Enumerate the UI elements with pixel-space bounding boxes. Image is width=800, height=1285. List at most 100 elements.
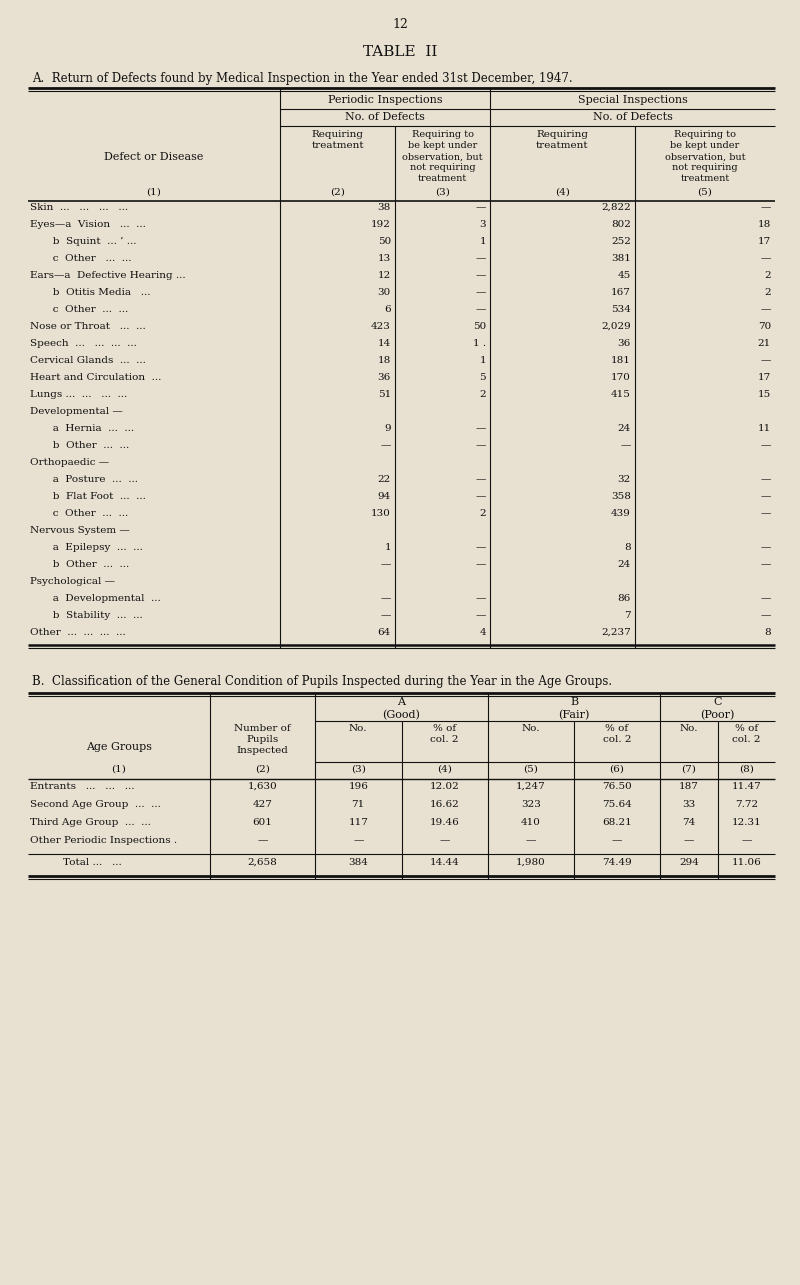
Text: (3): (3) xyxy=(435,188,450,197)
Text: 8: 8 xyxy=(764,628,771,637)
Text: 2: 2 xyxy=(764,288,771,297)
Text: 71: 71 xyxy=(352,801,365,810)
Text: 21: 21 xyxy=(758,339,771,348)
Text: —: — xyxy=(381,441,391,450)
Text: 38: 38 xyxy=(378,203,391,212)
Text: 323: 323 xyxy=(521,801,541,810)
Text: 2,237: 2,237 xyxy=(602,628,631,637)
Text: 170: 170 xyxy=(611,373,631,382)
Text: % of
col. 2: % of col. 2 xyxy=(602,723,631,744)
Text: Nose or Throat   ...  ...: Nose or Throat ... ... xyxy=(30,323,146,332)
Text: —: — xyxy=(258,837,268,846)
Text: —: — xyxy=(761,356,771,365)
Text: 294: 294 xyxy=(679,858,698,867)
Text: —: — xyxy=(381,594,391,603)
Text: Number of
Pupils
Inspected: Number of Pupils Inspected xyxy=(234,723,291,756)
Text: —: — xyxy=(761,475,771,484)
Text: 8: 8 xyxy=(624,544,631,553)
Text: —: — xyxy=(476,492,486,501)
Text: 2,658: 2,658 xyxy=(248,858,278,867)
Text: b  Squint  ... ’ ...: b Squint ... ’ ... xyxy=(30,236,137,245)
Text: 70: 70 xyxy=(758,323,771,332)
Text: No. of Defects: No. of Defects xyxy=(593,112,673,122)
Text: —: — xyxy=(381,560,391,569)
Text: Ears—a  Defective Hearing ...: Ears—a Defective Hearing ... xyxy=(30,271,186,280)
Text: 12.02: 12.02 xyxy=(430,783,460,792)
Text: Third Age Group  ...  ...: Third Age Group ... ... xyxy=(30,819,151,828)
Text: Cervical Glands  ...  ...: Cervical Glands ... ... xyxy=(30,356,146,365)
Text: Periodic Inspections: Periodic Inspections xyxy=(328,95,442,105)
Text: b  Other  ...  ...: b Other ... ... xyxy=(30,441,130,450)
Text: 2: 2 xyxy=(764,271,771,280)
Text: 1,980: 1,980 xyxy=(516,858,546,867)
Text: —: — xyxy=(612,837,622,846)
Text: No. of Defects: No. of Defects xyxy=(345,112,425,122)
Text: (1): (1) xyxy=(111,765,126,774)
Text: 11.47: 11.47 xyxy=(731,783,761,792)
Text: 12.31: 12.31 xyxy=(731,819,761,828)
Text: (8): (8) xyxy=(739,765,754,774)
Text: 187: 187 xyxy=(679,783,698,792)
Text: (1): (1) xyxy=(146,188,162,197)
Text: 94: 94 xyxy=(378,492,391,501)
Text: 1: 1 xyxy=(479,356,486,365)
Text: 1: 1 xyxy=(384,544,391,553)
Text: 12: 12 xyxy=(378,271,391,280)
Text: —: — xyxy=(476,560,486,569)
Text: 74.49: 74.49 xyxy=(602,858,632,867)
Text: 74: 74 xyxy=(682,819,695,828)
Text: Requiring to
be kept under
observation, but
not requiring
treatment: Requiring to be kept under observation, … xyxy=(402,130,483,184)
Text: Eyes—a  Vision   ...  ...: Eyes—a Vision ... ... xyxy=(30,220,146,229)
Text: 17: 17 xyxy=(758,236,771,245)
Text: 410: 410 xyxy=(521,819,541,828)
Text: Requiring
treatment: Requiring treatment xyxy=(311,130,364,150)
Text: 2: 2 xyxy=(479,391,486,400)
Text: TABLE  II: TABLE II xyxy=(363,45,437,59)
Text: —: — xyxy=(476,424,486,433)
Text: Other Periodic Inspections .: Other Periodic Inspections . xyxy=(30,837,177,846)
Text: 252: 252 xyxy=(611,236,631,245)
Text: 76.50: 76.50 xyxy=(602,783,632,792)
Text: 33: 33 xyxy=(682,801,695,810)
Text: 181: 181 xyxy=(611,356,631,365)
Text: Psychological —: Psychological — xyxy=(30,577,115,586)
Text: 2,029: 2,029 xyxy=(602,323,631,332)
Text: 5: 5 xyxy=(479,373,486,382)
Text: 50: 50 xyxy=(378,236,391,245)
Text: 16.62: 16.62 xyxy=(430,801,460,810)
Text: Skin  ...   ...   ...   ...: Skin ... ... ... ... xyxy=(30,203,128,212)
Text: 51: 51 xyxy=(378,391,391,400)
Text: % of
col. 2: % of col. 2 xyxy=(732,723,761,744)
Text: —: — xyxy=(476,305,486,314)
Text: Entrants   ...   ...   ...: Entrants ... ... ... xyxy=(30,783,134,792)
Text: B
(Fair): B (Fair) xyxy=(558,696,590,720)
Text: A.  Return of Defects found by Medical Inspection in the Year ended 31st Decembe: A. Return of Defects found by Medical In… xyxy=(32,72,573,85)
Text: 36: 36 xyxy=(378,373,391,382)
Text: —: — xyxy=(476,610,486,619)
Text: Developmental —: Developmental — xyxy=(30,407,122,416)
Text: 802: 802 xyxy=(611,220,631,229)
Text: 13: 13 xyxy=(378,254,391,263)
Text: 1,630: 1,630 xyxy=(248,783,278,792)
Text: Lungs ...  ...   ...  ...: Lungs ... ... ... ... xyxy=(30,391,127,400)
Text: 117: 117 xyxy=(348,819,368,828)
Text: 192: 192 xyxy=(371,220,391,229)
Text: 601: 601 xyxy=(253,819,273,828)
Text: No.: No. xyxy=(349,723,367,732)
Text: 3: 3 xyxy=(479,220,486,229)
Text: 381: 381 xyxy=(611,254,631,263)
Text: —: — xyxy=(761,441,771,450)
Text: Second Age Group  ...  ...: Second Age Group ... ... xyxy=(30,801,161,810)
Text: c  Other  ...  ...: c Other ... ... xyxy=(30,305,128,314)
Text: A
(Good): A (Good) xyxy=(382,696,421,720)
Text: 534: 534 xyxy=(611,305,631,314)
Text: (4): (4) xyxy=(438,765,452,774)
Text: 24: 24 xyxy=(618,560,631,569)
Text: —: — xyxy=(761,254,771,263)
Text: —: — xyxy=(761,560,771,569)
Text: No.: No. xyxy=(522,723,540,732)
Text: Total ...   ...: Total ... ... xyxy=(63,858,122,867)
Text: % of
col. 2: % of col. 2 xyxy=(430,723,459,744)
Text: 22: 22 xyxy=(378,475,391,484)
Text: Special Inspections: Special Inspections xyxy=(578,95,687,105)
